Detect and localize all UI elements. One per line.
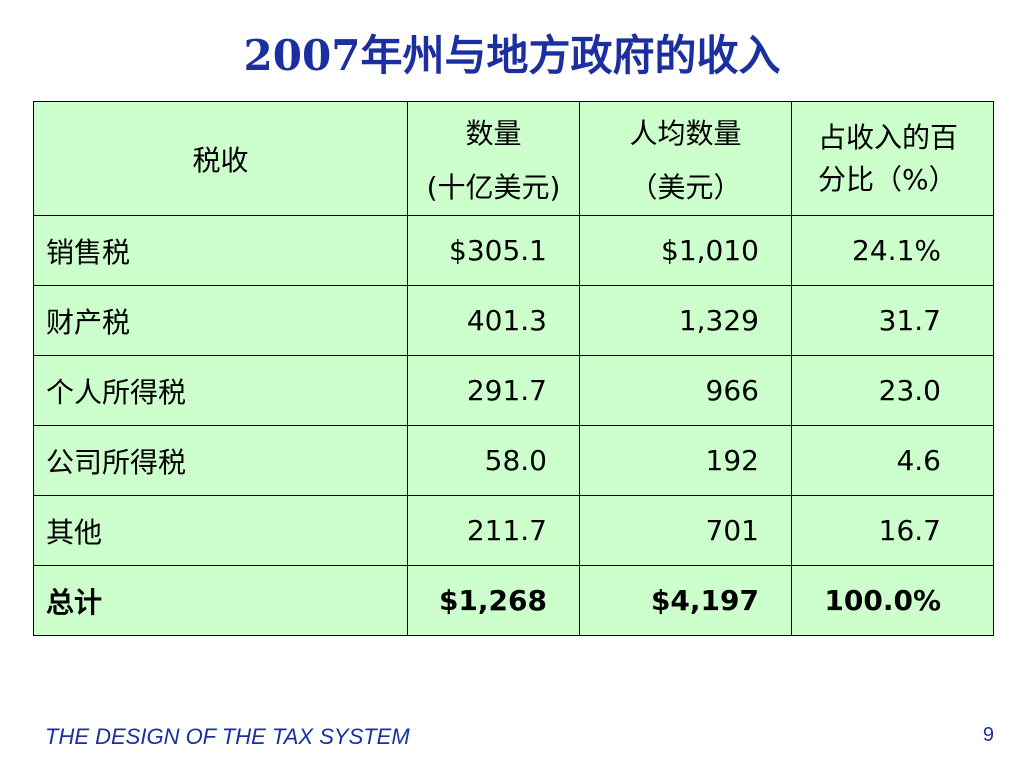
header-amount-line1: 数量: [465, 116, 522, 150]
row-per-capita: 1,329: [579, 285, 792, 356]
row-percent: 16.7: [791, 495, 994, 566]
row-amount: 401.3: [407, 285, 580, 356]
header-percent-line1: 占收入的百: [818, 120, 959, 154]
table-row: 个人所得税 291.7 966 23.0: [33, 355, 994, 426]
header-percent-line2: 分比（%）: [818, 162, 957, 196]
row-amount: 58.0: [407, 425, 580, 496]
row-tax: 公司所得税: [33, 425, 408, 496]
row-amount: $305.1: [407, 215, 580, 286]
header-per-capita-line2: （美元）: [629, 170, 742, 204]
row-tax: 个人所得税: [33, 355, 408, 426]
row-per-capita: $1,010: [579, 215, 792, 286]
row-per-capita: 701: [579, 495, 792, 566]
row-per-capita: 192: [579, 425, 792, 496]
slide-title: 2007年州与地方政府的收入: [243, 31, 781, 80]
header-tax: 税收: [33, 101, 408, 216]
row-tax: 财产税: [33, 285, 408, 356]
slide-footer: THE DESIGN OF THE TAX SYSTEM: [45, 724, 410, 749]
revenue-table: 税收 数量 (十亿美元) 人均数量 （美元） 占收入的百 分比（%） 销售税 $…: [33, 101, 994, 636]
row-percent: 24.1%: [791, 215, 994, 286]
row-amount: 291.7: [407, 355, 580, 426]
table-row: 财产税 401.3 1,329 31.7: [33, 285, 994, 356]
row-percent: 31.7: [791, 285, 994, 356]
table-row: 销售税 $305.1 $1,010 24.1%: [33, 215, 994, 286]
row-tax: 其他: [33, 495, 408, 566]
table-header-row: 税收 数量 (十亿美元) 人均数量 （美元） 占收入的百 分比（%）: [33, 101, 994, 216]
table-row: 其他 211.7 701 16.7: [33, 495, 994, 566]
header-per-capita-line1: 人均数量: [629, 116, 742, 150]
row-per-capita: 966: [579, 355, 792, 426]
row-tax: 销售税: [33, 215, 408, 286]
total-amount: $1,268: [407, 565, 580, 636]
total-per-capita: $4,197: [579, 565, 792, 636]
page-number: 9: [982, 724, 994, 746]
table-total-row: 总计 $1,268 $4,197 100.0%: [33, 565, 994, 636]
header-amount: 数量 (十亿美元): [407, 101, 580, 216]
row-percent: 4.6: [791, 425, 994, 496]
header-percent: 占收入的百 分比（%）: [791, 101, 994, 216]
header-amount-line2: (十亿美元): [426, 170, 561, 204]
header-per-capita: 人均数量 （美元）: [579, 101, 792, 216]
table-row: 公司所得税 58.0 192 4.6: [33, 425, 994, 496]
row-percent: 23.0: [791, 355, 994, 426]
row-amount: 211.7: [407, 495, 580, 566]
total-tax: 总计: [33, 565, 408, 636]
total-percent: 100.0%: [791, 565, 994, 636]
